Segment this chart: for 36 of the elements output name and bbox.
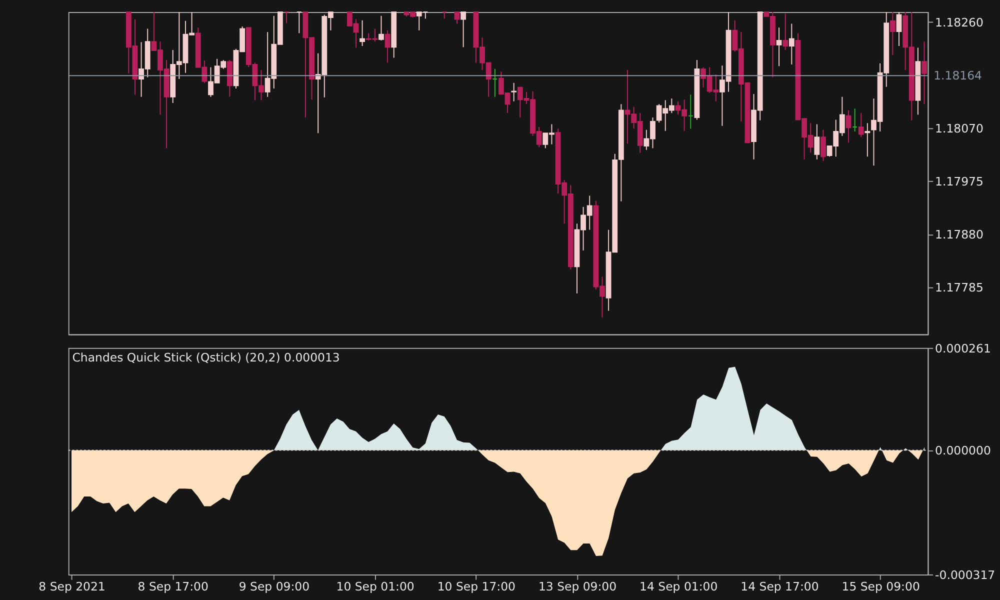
y-tick-label: 0.000261 [935, 341, 991, 356]
y-tick-label: 1.17785 [935, 280, 984, 295]
y-tick-label: 0.000000 [935, 444, 991, 458]
x-tick-label: 10 Sep 01:00 [336, 580, 414, 594]
x-tick-label: 14 Sep 17:00 [740, 580, 819, 594]
candlestick [788, 23, 794, 65]
x-tick-label: 10 Sep 17:00 [437, 580, 516, 594]
chart-title: Chandes Quick Stick (Qstick) (20,2) 0.000013 [72, 350, 340, 365]
x-tick-label: 15 Sep 09:00 [842, 580, 920, 594]
candlestick [820, 129, 826, 162]
candlestick [896, 11, 902, 47]
x-tick-label: 8 Sep 17:00 [138, 580, 208, 594]
x-tick-label: 14 Sep 01:00 [640, 580, 718, 594]
y-tick-label: 1.17880 [935, 228, 984, 242]
y-tick-label: 1.18260 [935, 15, 984, 30]
ref-line-label: 1.18164 [934, 68, 982, 83]
candlestick [776, 27, 782, 67]
candlestick [454, 11, 460, 24]
candlestick [858, 112, 864, 138]
candlestick [360, 20, 365, 47]
y-tick-label: 1.18070 [935, 122, 984, 136]
x-tick-label: 13 Sep 09:00 [538, 580, 617, 594]
y-tick-label: 1.17975 [935, 174, 984, 189]
candlestick [378, 15, 384, 41]
x-tick-label: 9 Sep 09:00 [238, 580, 310, 594]
candlestick [922, 41, 927, 105]
candlestick [864, 122, 870, 158]
candlestick [460, 11, 466, 48]
candlestick [890, 11, 896, 56]
candlestick [814, 124, 820, 160]
x-tick-label: 8 Sep 2021 [38, 580, 106, 594]
candlestick [782, 13, 788, 50]
y-tick-label: -0.000317 [935, 568, 996, 582]
candlestick [511, 82, 517, 102]
candlestick [846, 110, 852, 144]
candlestick [384, 30, 390, 64]
